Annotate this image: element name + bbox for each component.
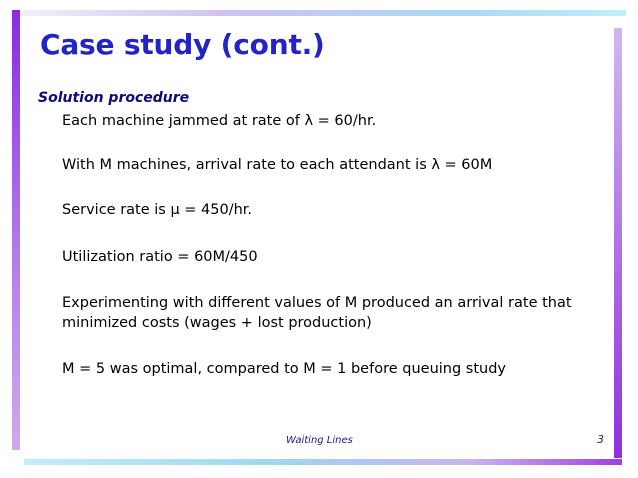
bullet-item: Utilization ratio = 60M/450 <box>62 249 258 265</box>
footer-title: Waiting Lines <box>286 435 353 446</box>
bullet-item: M = 5 was optimal, compared to M = 1 bef… <box>62 361 507 377</box>
bullet-item: With M machines, arrival rate to each at… <box>62 157 493 173</box>
bullet-item: Service rate is μ = 450/hr. <box>62 202 253 218</box>
decorative-top-bar <box>12 10 626 16</box>
bullet-item: Each machine jammed at rate of λ = 60/hr… <box>62 113 377 129</box>
slide-title: Case study (cont.) <box>40 28 325 61</box>
bullet-item: Experimenting with different values of M… <box>62 295 572 331</box>
page-number: 3 <box>597 433 604 446</box>
decorative-left-bar <box>12 10 20 450</box>
decorative-bottom-bar <box>24 459 622 465</box>
slide-subheading: Solution procedure <box>38 90 190 106</box>
decorative-right-bar <box>614 28 622 458</box>
